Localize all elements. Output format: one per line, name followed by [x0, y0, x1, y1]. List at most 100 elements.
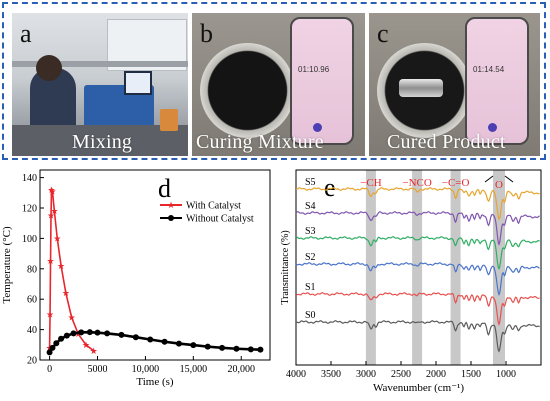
absorption-band — [493, 170, 505, 365]
x-tick-label: 1000 — [496, 369, 516, 380]
photo-c-cured-product: 01:14.54 c Cured Product — [369, 13, 540, 156]
x-tick-label: 4000 — [286, 369, 306, 380]
x-tick-label: 2000 — [426, 369, 446, 380]
data-point-without-catalyst — [70, 330, 77, 337]
data-point-without-catalyst — [63, 332, 70, 339]
peak-label: −NCO — [402, 177, 431, 189]
absorption-band — [412, 170, 423, 365]
legend-label: With Catalyst — [186, 201, 241, 212]
data-point-with-catalyst: ★ — [74, 329, 82, 339]
data-point-without-catalyst — [49, 344, 56, 351]
panel-e-label: e — [324, 173, 336, 202]
x-tick-label: 15,000 — [180, 364, 208, 375]
series-line-with-catalyst — [48, 187, 95, 352]
x-axis-label: Wavenumber (cm⁻¹) — [373, 382, 464, 394]
data-point-without-catalyst — [190, 342, 197, 349]
ether-bond-left — [484, 175, 494, 183]
absorption-band — [450, 170, 461, 365]
series-label-s2: S2 — [305, 252, 316, 263]
y-tick-label: 120 — [22, 204, 37, 215]
photo-b-caption: Curing Mixture — [196, 131, 324, 153]
y-tick-label: 40 — [27, 325, 37, 336]
x-tick-label: 20,000 — [228, 364, 256, 375]
photo-b-curing-mixture: 01:10.96 b Curing Mixture — [192, 13, 365, 156]
peak-label-ether: O — [495, 179, 503, 191]
y-tick-label: 140 — [22, 173, 37, 184]
data-point-with-catalyst: ★ — [46, 309, 54, 319]
data-point-with-catalyst: ★ — [62, 288, 70, 298]
data-point-with-catalyst: ★ — [47, 256, 55, 266]
y-tick-label: 20 — [27, 356, 37, 367]
series-label-s3: S3 — [305, 226, 316, 237]
series-label-s5: S5 — [305, 177, 316, 188]
x-tick-label: 0 — [47, 364, 52, 375]
data-point-with-catalyst: ★ — [47, 211, 55, 221]
peak-label: −CH — [360, 177, 382, 189]
x-tick-label: 1500 — [461, 369, 481, 380]
series-label-s4: S4 — [305, 201, 316, 212]
y-tick-label: 80 — [27, 264, 37, 275]
data-point-without-catalyst — [175, 340, 182, 347]
spectrum-s3 — [295, 236, 540, 271]
spectrum-s5 — [295, 187, 540, 221]
photo-a-mixing: a Mixing — [12, 13, 188, 156]
x-tick-label: 10,000 — [132, 364, 160, 375]
metal-fitting — [399, 79, 443, 97]
phone — [290, 17, 354, 145]
machine-screen — [124, 71, 152, 95]
series-label-s0: S0 — [305, 310, 316, 321]
x-tick-label: 3500 — [321, 369, 341, 380]
photo-a-label: a — [20, 19, 32, 48]
operator-head — [36, 55, 62, 81]
spectrum-s2 — [295, 262, 540, 296]
data-point-without-catalyst — [104, 330, 111, 337]
peak-label: −C=O — [442, 177, 470, 189]
data-point-without-catalyst — [204, 343, 211, 350]
series-label-s1: S1 — [305, 282, 316, 293]
spectrum-s1 — [295, 292, 540, 327]
ether-bond-right — [504, 175, 514, 183]
data-point-with-catalyst: ★ — [57, 261, 65, 271]
data-point-without-catalyst — [161, 338, 168, 345]
lab-bench — [12, 125, 188, 156]
photo-c-caption: Cured Product — [387, 131, 506, 153]
data-point-without-catalyst — [46, 349, 53, 356]
data-point-without-catalyst — [86, 329, 93, 336]
lab-shelf — [12, 61, 188, 67]
x-axis-label: Time (s) — [136, 376, 174, 388]
photo-c-label: c — [377, 19, 389, 48]
data-point-without-catalyst — [132, 334, 139, 341]
data-point-with-catalyst: ★ — [68, 312, 76, 322]
phone-timer: 01:10.96 — [298, 65, 330, 74]
data-point-with-catalyst: ★ — [48, 186, 56, 196]
data-point-without-catalyst — [247, 346, 254, 353]
photo-b-label: b — [200, 19, 213, 48]
spectrum-s0 — [295, 320, 540, 353]
phone-timer: 01:14.54 — [473, 65, 505, 74]
data-point-with-catalyst: ★ — [53, 233, 61, 243]
data-point-without-catalyst — [257, 346, 264, 353]
plot-frame — [295, 169, 542, 366]
x-tick-label: 3000 — [356, 369, 376, 380]
data-point-with-catalyst: ★ — [90, 346, 98, 356]
phone — [465, 17, 529, 145]
data-point-without-catalyst — [219, 344, 226, 351]
photo-panels-frame: a Mixing 01:10.96 b Curing Mixture 01:14… — [2, 2, 546, 160]
data-point-without-catalyst — [233, 345, 240, 352]
phone-record-button — [488, 123, 497, 132]
data-point-with-catalyst: ★ — [46, 343, 54, 353]
data-point-without-catalyst — [78, 329, 85, 336]
plot-frame — [39, 169, 271, 361]
legend-marker-circle — [168, 215, 174, 221]
data-point-with-catalyst: ★ — [82, 340, 90, 350]
data-point-without-catalyst — [118, 331, 125, 338]
x-tick-label: 5000 — [88, 364, 108, 375]
data-point-without-catalyst — [58, 335, 65, 342]
data-point-with-catalyst: ★ — [47, 185, 55, 195]
y-tick-label: 100 — [22, 234, 37, 245]
legend-label: Without Catalyst — [186, 214, 254, 225]
absorption-band — [365, 170, 376, 365]
spectrum-s4 — [295, 211, 540, 246]
orange-meter — [160, 109, 178, 131]
data-point-without-catalyst — [53, 340, 60, 347]
